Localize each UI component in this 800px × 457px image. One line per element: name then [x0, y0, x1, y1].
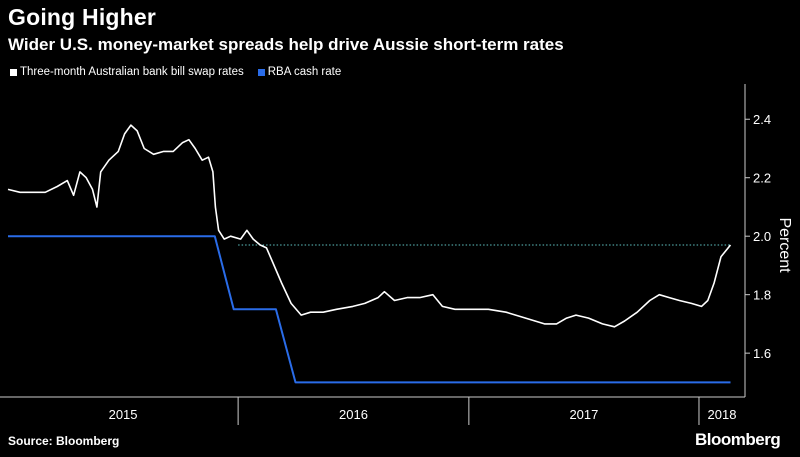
- series-line-swap-rate: [7, 124, 732, 328]
- legend-item-swap: Three-month Australian bank bill swap ra…: [10, 66, 244, 78]
- legend-label-cash: RBA cash rate: [267, 66, 342, 78]
- y-tick-label: 2.4: [753, 112, 771, 127]
- legend-label-swap: Three-month Australian bank bill swap ra…: [20, 66, 244, 78]
- legend: Three-month Australian bank bill swap ra…: [10, 66, 341, 78]
- x-tick-label: 2015: [109, 407, 138, 422]
- legend-item-cash: RBA cash rate: [257, 66, 342, 78]
- plot-area: [7, 124, 732, 384]
- x-tick-label: 2017: [569, 407, 598, 422]
- x-tick-label: 2018: [708, 407, 737, 422]
- y-tick-label: 2.0: [753, 229, 771, 244]
- series-line-cash-rate: [8, 235, 731, 384]
- y-tick-label: 2.2: [753, 171, 771, 186]
- x-tick-label: 2016: [339, 407, 368, 422]
- y-tick-label: 1.8: [753, 288, 771, 303]
- source-note: Source: Bloomberg: [8, 434, 120, 448]
- legend-swatch-swap: [10, 68, 17, 76]
- legend-swatch-cash: [257, 68, 265, 76]
- bloomberg-logo: Bloomberg: [695, 430, 781, 449]
- chart-axes: 1.6 1.8 2.0 2.2 2.4 2015 2016 2017 2018: [0, 84, 771, 425]
- chart-title: Going Higher: [8, 4, 157, 30]
- chart-subtitle: Wider U.S. money-market spreads help dri…: [8, 35, 564, 54]
- y-axis-label: Percent: [776, 217, 793, 273]
- y-tick-label: 1.6: [753, 346, 771, 361]
